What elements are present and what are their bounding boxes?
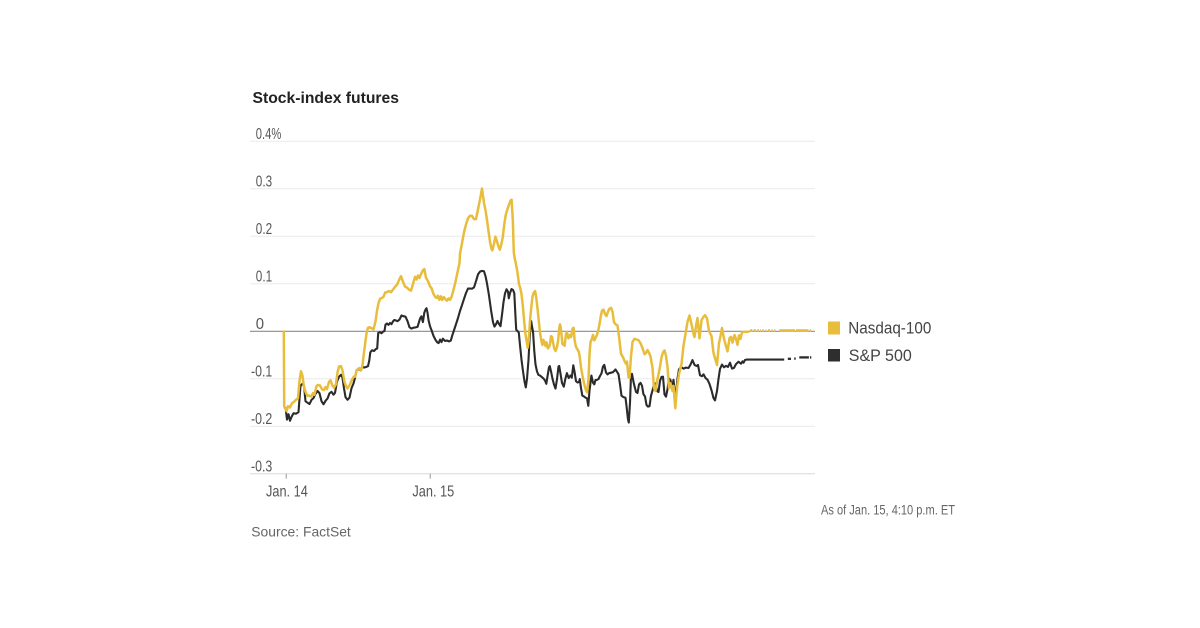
svg-text:0.2: 0.2 [256,221,272,238]
svg-text:Jan. 15: Jan. 15 [412,484,454,501]
svg-text:0.1: 0.1 [256,269,272,286]
svg-text:S&P 500: S&P 500 [849,346,912,365]
svg-text:Jan. 14: Jan. 14 [266,484,308,501]
svg-text:Stock-index futures: Stock-index futures [253,90,400,107]
svg-text:0: 0 [256,316,264,333]
svg-text:0.3: 0.3 [256,174,272,191]
svg-text:-0.1: -0.1 [251,364,272,381]
svg-text:0.4%: 0.4% [256,126,281,143]
svg-text:Source: FactSet: Source: FactSet [251,524,351,540]
svg-text:Nasdaq-100: Nasdaq-100 [848,318,931,337]
svg-text:-0.2: -0.2 [251,411,272,428]
svg-text:As of Jan. 15, 4:10 p.m. ET: As of Jan. 15, 4:10 p.m. ET [821,503,955,518]
svg-text:-0.3: -0.3 [251,459,272,476]
